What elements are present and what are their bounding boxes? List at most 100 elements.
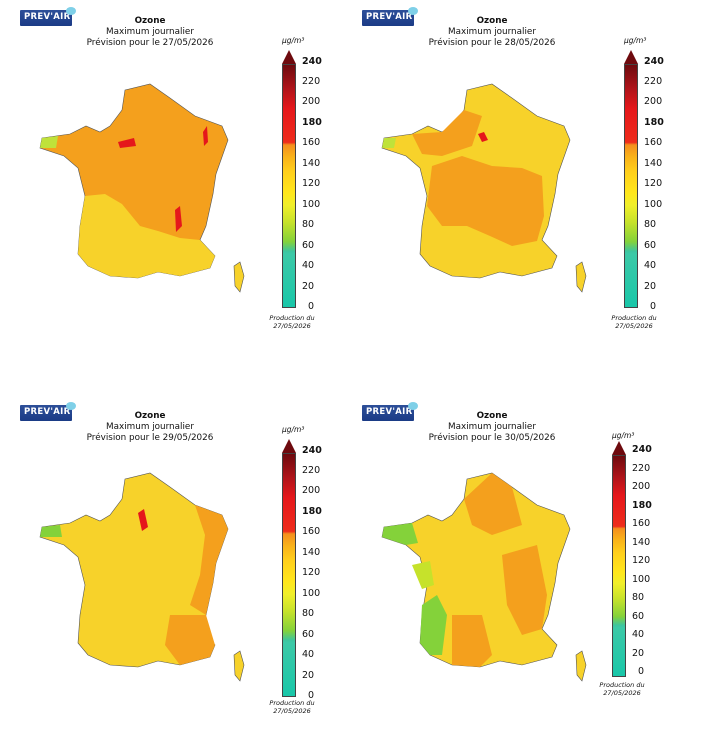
orange-rhone bbox=[502, 545, 547, 635]
map-forecast-date: Prévision pour le 27/05/2026 bbox=[86, 38, 214, 48]
color-scale-bar bbox=[612, 455, 626, 677]
unit-label: µg/m³ bbox=[612, 431, 635, 440]
scale-tick-label: 0 bbox=[650, 301, 657, 312]
scale-tick-label: 120 bbox=[644, 178, 663, 189]
scale-tick-label: 80 bbox=[302, 608, 315, 619]
scale-tick-label: 220 bbox=[644, 76, 663, 87]
scale-tick-label: 140 bbox=[644, 158, 663, 169]
scale-tick-label: 80 bbox=[302, 219, 315, 230]
scale-tick-label: 100 bbox=[632, 574, 651, 585]
scale-tick-label: 0 bbox=[308, 690, 315, 701]
scale-tick-label: 180 bbox=[644, 117, 664, 128]
map-subtitle: Maximum journalier bbox=[448, 422, 536, 432]
green-loire bbox=[412, 561, 434, 589]
unit-label: µg/m³ bbox=[624, 36, 647, 45]
green-atlantic bbox=[420, 595, 447, 655]
prevair-logo: PREV'AIR bbox=[20, 402, 76, 421]
scale-tick-label: 180 bbox=[302, 506, 322, 517]
prevair-logo: PREV'AIR bbox=[20, 7, 76, 26]
map-forecast-date: Prévision pour le 29/05/2026 bbox=[86, 433, 214, 443]
red-paris bbox=[138, 509, 148, 531]
forecast-panel-4: PREV'AIR Ozone Maximum journalier Prévis… bbox=[362, 402, 712, 735]
scale-tick-label: 240 bbox=[632, 444, 652, 455]
orange-southeast bbox=[165, 615, 215, 665]
orange-centre bbox=[427, 156, 544, 246]
map-title: Ozone bbox=[134, 16, 166, 26]
scale-tick-label: 80 bbox=[644, 219, 657, 230]
scale-tick-label: 40 bbox=[632, 629, 645, 640]
map-title: Ozone bbox=[476, 16, 508, 26]
scale-tick-label: 100 bbox=[644, 199, 663, 210]
color-scale-bar bbox=[282, 64, 296, 308]
production-date: Production du 27/05/2026 bbox=[269, 699, 315, 715]
scale-max-arrow bbox=[624, 50, 638, 64]
forecast-panel-1: PREV'AIR Ozone Maximum journalier Prévis… bbox=[20, 7, 370, 340]
scale-tick-label: 220 bbox=[632, 463, 651, 474]
scale-tick-label: 140 bbox=[302, 158, 321, 169]
scale-tick-label: 180 bbox=[302, 117, 322, 128]
scale-tick-label: 80 bbox=[632, 592, 645, 603]
france-ozone-map bbox=[39, 472, 245, 682]
unit-label: µg/m³ bbox=[282, 425, 305, 434]
scale-tick-label: 240 bbox=[302, 56, 322, 67]
map-title-block: Ozone Maximum journalier Prévision pour … bbox=[382, 411, 602, 444]
map-title-block: Ozone Maximum journalier Prévision pour … bbox=[40, 16, 260, 49]
red-east bbox=[203, 126, 208, 146]
scale-tick-label: 60 bbox=[644, 240, 657, 251]
orange-north bbox=[464, 473, 522, 535]
green-brittany bbox=[382, 523, 418, 545]
scale-tick-label: 60 bbox=[302, 629, 315, 640]
scale-tick-label: 160 bbox=[644, 137, 663, 148]
france-ozone-map bbox=[381, 83, 587, 293]
color-scale-bar bbox=[282, 453, 296, 697]
prevair-logo: PREV'AIR bbox=[362, 7, 418, 26]
france-ozone-map bbox=[381, 472, 587, 682]
scale-tick-label: 0 bbox=[638, 666, 645, 677]
orange-east bbox=[190, 505, 228, 615]
corsica bbox=[575, 650, 587, 682]
production-date: Production du 27/05/2026 bbox=[599, 681, 645, 697]
scale-tick-label: 120 bbox=[632, 555, 651, 566]
scale-tick-label: 20 bbox=[302, 281, 315, 292]
scale-tick-label: 220 bbox=[302, 76, 321, 87]
map-forecast-date: Prévision pour le 28/05/2026 bbox=[428, 38, 556, 48]
scale-tick-label: 20 bbox=[632, 648, 645, 659]
france-ozone-map bbox=[39, 83, 245, 293]
production-date: Production du 27/05/2026 bbox=[611, 314, 657, 330]
scale-tick-label: 140 bbox=[632, 537, 651, 548]
map-subtitle: Maximum journalier bbox=[448, 27, 536, 37]
orange-northwest bbox=[412, 110, 482, 156]
scale-tick-label: 40 bbox=[302, 649, 315, 660]
scale-tick-label: 40 bbox=[302, 260, 315, 271]
corsica bbox=[233, 650, 245, 682]
map-title: Ozone bbox=[476, 411, 508, 421]
scale-tick-label: 240 bbox=[302, 445, 322, 456]
scale-tick-label: 40 bbox=[644, 260, 657, 271]
unit-label: µg/m³ bbox=[282, 36, 305, 45]
orange-southwest bbox=[452, 615, 492, 667]
red-paris bbox=[478, 132, 488, 142]
color-scale-bar bbox=[624, 64, 638, 308]
scale-tick-label: 160 bbox=[302, 526, 321, 537]
map-forecast-date: Prévision pour le 30/05/2026 bbox=[428, 433, 556, 443]
scale-tick-label: 200 bbox=[632, 481, 651, 492]
map-title: Ozone bbox=[134, 411, 166, 421]
scale-tick-label: 240 bbox=[644, 56, 664, 67]
map-title-block: Ozone Maximum journalier Prévision pour … bbox=[40, 411, 260, 444]
forecast-panel-3: PREV'AIR Ozone Maximum journalier Prévis… bbox=[20, 402, 370, 735]
forecast-panel-2: PREV'AIR Ozone Maximum journalier Prévis… bbox=[362, 7, 712, 340]
scale-max-arrow bbox=[282, 50, 296, 64]
brittany-green bbox=[382, 138, 396, 148]
scale-tick-label: 140 bbox=[302, 547, 321, 558]
scale-tick-label: 200 bbox=[302, 485, 321, 496]
production-date: Production du 27/05/2026 bbox=[269, 314, 315, 330]
corsica bbox=[575, 261, 587, 293]
scale-tick-label: 20 bbox=[644, 281, 657, 292]
corsica bbox=[233, 261, 245, 293]
scale-tick-label: 60 bbox=[302, 240, 315, 251]
scale-tick-label: 20 bbox=[302, 670, 315, 681]
map-subtitle: Maximum journalier bbox=[106, 422, 194, 432]
red-rhone bbox=[175, 206, 182, 232]
prevair-logo: PREV'AIR bbox=[362, 402, 418, 421]
scale-tick-label: 180 bbox=[632, 500, 652, 511]
